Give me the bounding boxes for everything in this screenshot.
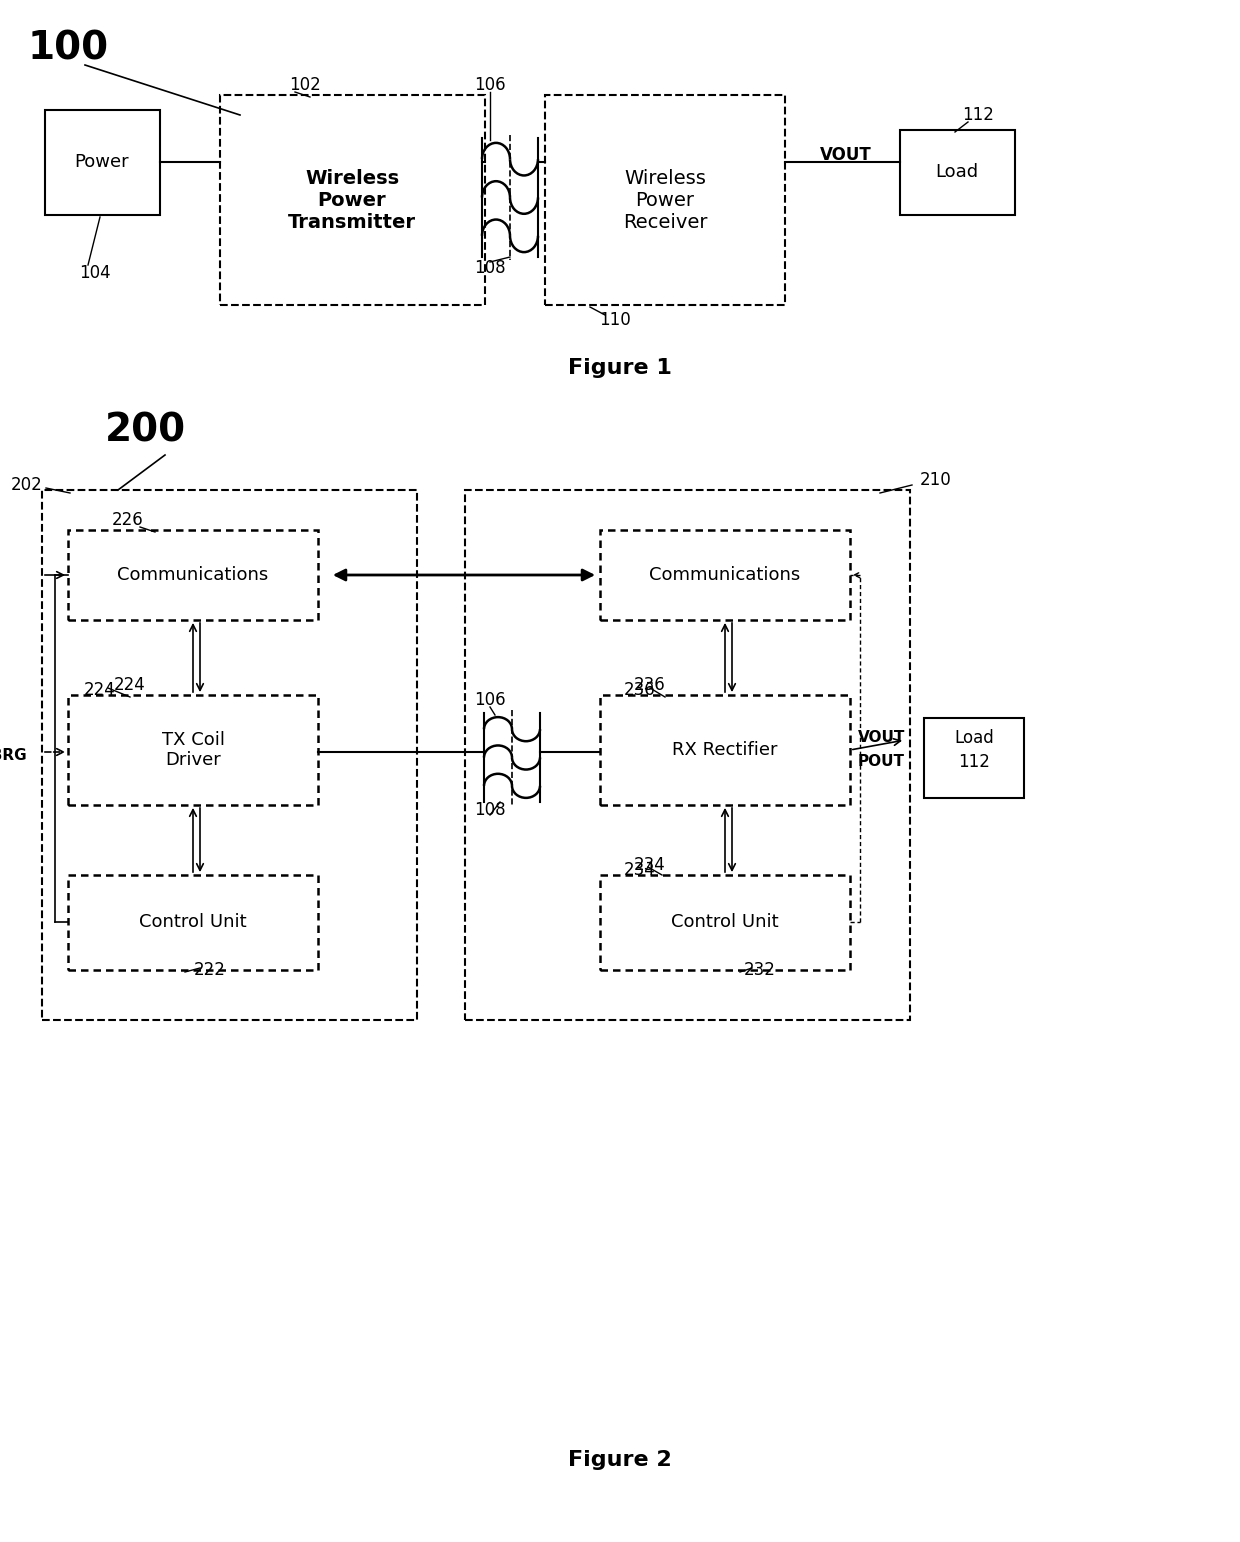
Bar xyxy=(546,96,785,305)
Bar xyxy=(900,130,1016,214)
Text: Wireless
Power
Receiver: Wireless Power Receiver xyxy=(622,168,707,231)
Text: 100: 100 xyxy=(27,29,109,66)
Text: Load: Load xyxy=(954,729,994,746)
Text: 224: 224 xyxy=(84,682,115,699)
Text: 236: 236 xyxy=(634,675,666,694)
Text: 226: 226 xyxy=(112,510,144,529)
Bar xyxy=(465,490,910,1019)
Text: 200: 200 xyxy=(104,412,186,449)
Text: Communications: Communications xyxy=(118,566,269,584)
Text: 202: 202 xyxy=(10,476,42,493)
Text: 106: 106 xyxy=(474,691,506,709)
Bar xyxy=(600,695,849,805)
Text: 112: 112 xyxy=(962,106,994,123)
Bar xyxy=(42,490,417,1019)
Text: VOUT: VOUT xyxy=(820,146,872,163)
Bar xyxy=(45,109,160,214)
Bar xyxy=(600,874,849,970)
Text: 234: 234 xyxy=(634,856,666,874)
Text: Communications: Communications xyxy=(650,566,801,584)
Text: 222: 222 xyxy=(195,961,226,979)
Bar xyxy=(68,874,317,970)
Text: VOUT: VOUT xyxy=(858,731,905,745)
Text: Figure 2: Figure 2 xyxy=(568,1449,672,1470)
Text: Wireless
Power
Transmitter: Wireless Power Transmitter xyxy=(288,168,415,231)
Text: 112: 112 xyxy=(959,752,990,771)
Text: 232: 232 xyxy=(744,961,776,979)
Text: 224: 224 xyxy=(114,675,146,694)
Text: 106: 106 xyxy=(474,76,506,94)
Bar xyxy=(68,530,317,620)
Text: 210: 210 xyxy=(920,470,952,489)
Text: 110: 110 xyxy=(599,311,631,328)
Text: 236: 236 xyxy=(624,682,656,699)
Text: Figure 1: Figure 1 xyxy=(568,358,672,378)
Text: POUT: POUT xyxy=(858,754,905,769)
Text: Load: Load xyxy=(935,163,978,180)
Bar xyxy=(68,695,317,805)
Text: Control Unit: Control Unit xyxy=(671,913,779,931)
Text: 104: 104 xyxy=(79,264,110,282)
Text: 102: 102 xyxy=(289,76,321,94)
Text: 234: 234 xyxy=(624,860,656,879)
Bar xyxy=(924,719,1024,799)
Text: 108: 108 xyxy=(474,259,506,278)
Text: Control Unit: Control Unit xyxy=(139,913,247,931)
Text: TX Coil
Driver: TX Coil Driver xyxy=(161,731,224,769)
Text: 108: 108 xyxy=(474,800,506,819)
Text: RX Rectifier: RX Rectifier xyxy=(672,742,777,759)
Bar xyxy=(600,530,849,620)
Text: Power: Power xyxy=(74,153,129,171)
Text: VBRG: VBRG xyxy=(0,748,29,762)
Bar xyxy=(219,96,485,305)
